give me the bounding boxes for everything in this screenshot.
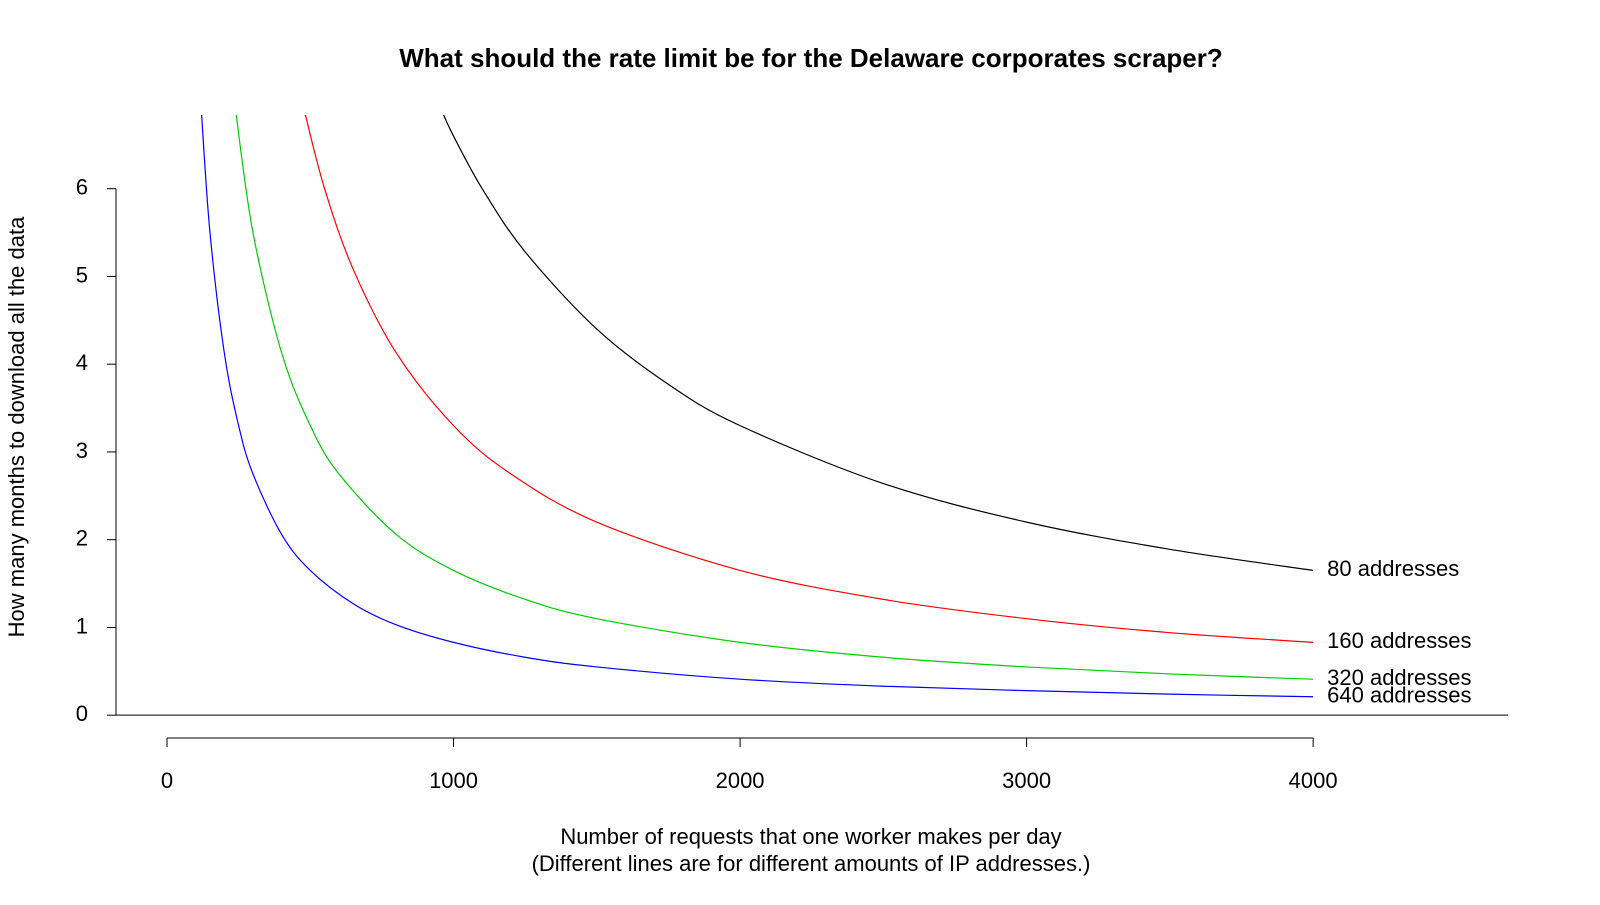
series-line bbox=[201, 115, 1314, 698]
series-label: 640 addresses bbox=[1327, 683, 1471, 708]
y-tick-label: 1 bbox=[76, 613, 88, 638]
series-label: 320 addresses bbox=[1327, 665, 1471, 690]
y-axis-label: How many months to download all the data bbox=[4, 216, 29, 637]
y-tick-label: 2 bbox=[76, 526, 88, 551]
series-label: 80 addresses bbox=[1327, 556, 1459, 581]
y-tick-label: 3 bbox=[76, 438, 88, 463]
y-tick-label: 5 bbox=[76, 262, 88, 287]
x-tick-label: 2000 bbox=[716, 768, 765, 793]
chart-title: What should the rate limit be for the De… bbox=[399, 43, 1223, 73]
series-line bbox=[235, 115, 1314, 680]
x-tick-label: 0 bbox=[161, 768, 173, 793]
x-tick-label: 3000 bbox=[1002, 768, 1051, 793]
x-axis-label: Number of requests that one worker makes… bbox=[560, 824, 1061, 849]
plot-area bbox=[201, 115, 1314, 698]
series-line bbox=[442, 115, 1314, 571]
series-line bbox=[304, 115, 1314, 643]
x-tick-label: 4000 bbox=[1289, 768, 1338, 793]
y-tick-label: 6 bbox=[76, 175, 88, 200]
y-tick-label: 0 bbox=[76, 701, 88, 726]
series-label: 160 addresses bbox=[1327, 628, 1471, 653]
x-axis-note: (Different lines are for different amoun… bbox=[532, 851, 1091, 876]
y-tick-label: 4 bbox=[76, 350, 88, 375]
x-tick-label: 1000 bbox=[429, 768, 478, 793]
